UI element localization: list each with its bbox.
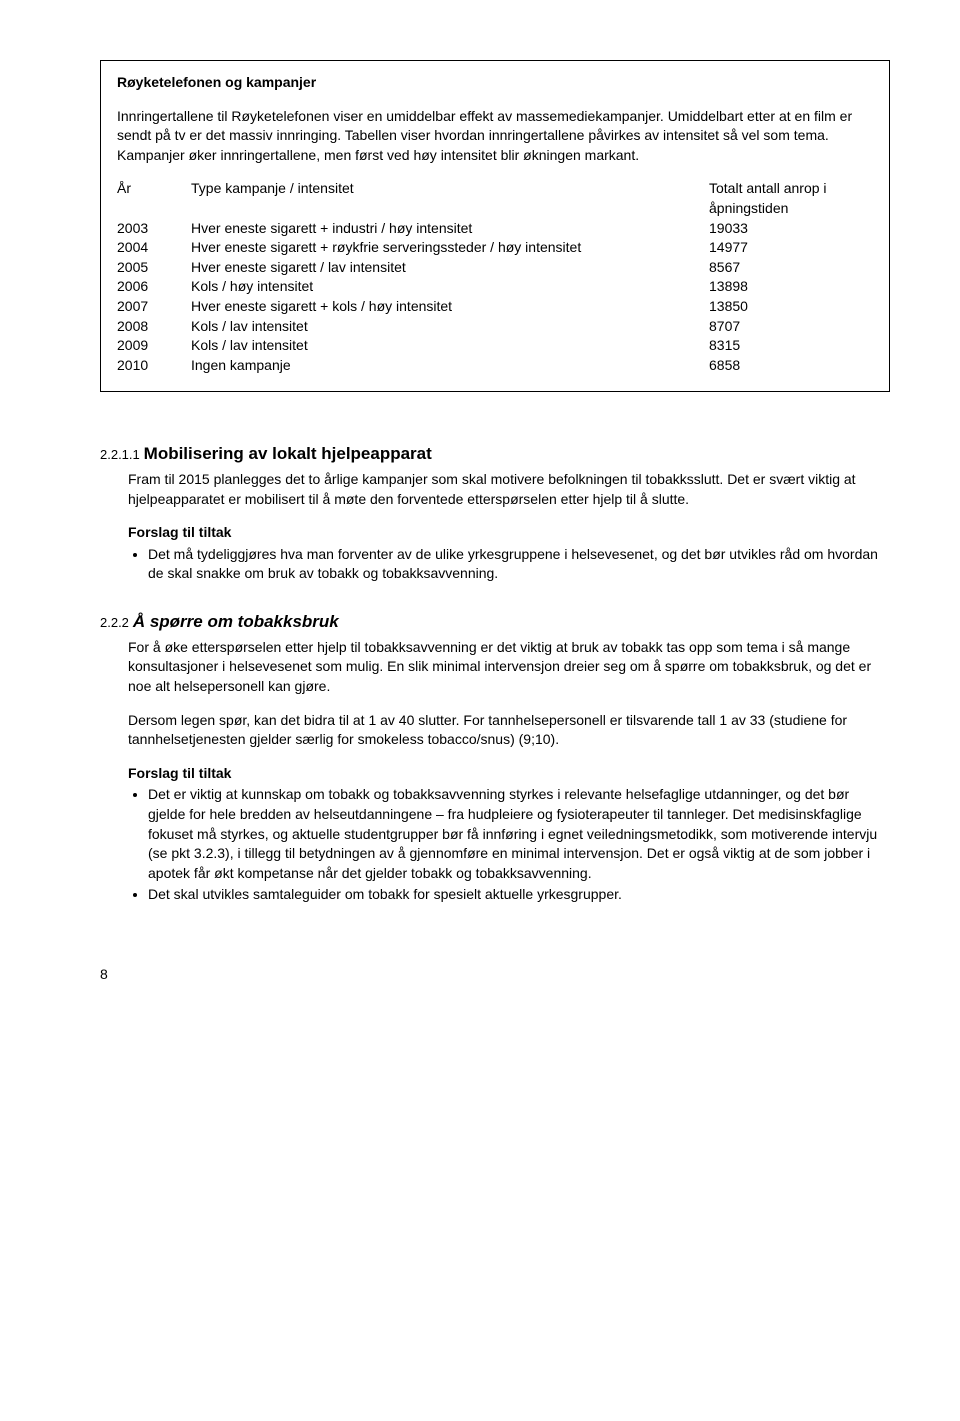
forslag-heading: Forslag til tiltak [128, 764, 890, 784]
cell-type: Hver eneste sigarett + kols / høy intens… [191, 297, 709, 317]
th-total: Totalt antall anrop i åpningstiden [709, 179, 873, 218]
table-row: 2004 Hver eneste sigarett + røykfrie ser… [117, 238, 873, 258]
cell-type: Ingen kampanje [191, 356, 709, 376]
section-2-2-2: 2.2.2 Å spørre om tobakksbruk For å øke … [100, 610, 890, 905]
bullet-list: Det må tydeliggjøres hva man forventer a… [128, 545, 890, 584]
section-heading: Mobilisering av lokalt hjelpeapparat [144, 444, 432, 463]
forslag-heading: Forslag til tiltak [128, 523, 890, 543]
cell-year: 2004 [117, 238, 191, 258]
section-paragraph: For å øke etterspørselen etter hjelp til… [128, 638, 890, 697]
section-paragraph: Dersom legen spør, kan det bidra til at … [128, 711, 890, 750]
cell-year: 2009 [117, 336, 191, 356]
table-row: 2005 Hver eneste sigarett / lav intensit… [117, 258, 873, 278]
table-row: 2008 Kols / lav intensitet 8707 [117, 317, 873, 337]
cell-total: 19033 [709, 219, 873, 239]
list-item: Det er viktig at kunnskap om tobakk og t… [148, 785, 890, 883]
table-row: 2007 Hver eneste sigarett + kols / høy i… [117, 297, 873, 317]
cell-total: 13898 [709, 277, 873, 297]
cell-type: Hver eneste sigarett / lav intensitet [191, 258, 709, 278]
cell-year: 2006 [117, 277, 191, 297]
cell-year: 2003 [117, 219, 191, 239]
cell-total: 6858 [709, 356, 873, 376]
cell-total: 8707 [709, 317, 873, 337]
info-box: Røyketelefonen og kampanjer Innringertal… [100, 60, 890, 392]
th-type: Type kampanje / intensitet [191, 179, 709, 218]
page-number: 8 [100, 965, 890, 985]
cell-type: Kols / høy intensitet [191, 277, 709, 297]
table-row: 2006 Kols / høy intensitet 13898 [117, 277, 873, 297]
list-item: Det skal utvikles samtaleguider om tobak… [148, 885, 890, 905]
list-item: Det må tydeliggjøres hva man forventer a… [148, 545, 890, 584]
cell-type: Hver eneste sigarett + røykfrie serverin… [191, 238, 709, 258]
cell-total: 13850 [709, 297, 873, 317]
campaign-table: År Type kampanje / intensitet Totalt ant… [117, 179, 873, 375]
box-intro: Innringertallene til Røyketelefonen vise… [117, 107, 873, 166]
cell-year: 2007 [117, 297, 191, 317]
cell-total: 8315 [709, 336, 873, 356]
section-paragraph: Fram til 2015 planlegges det to årlige k… [128, 470, 890, 509]
bullet-list: Det er viktig at kunnskap om tobakk og t… [128, 785, 890, 905]
table-row: 2009 Kols / lav intensitet 8315 [117, 336, 873, 356]
cell-type: Hver eneste sigarett + industri / høy in… [191, 219, 709, 239]
cell-year: 2008 [117, 317, 191, 337]
cell-year: 2010 [117, 356, 191, 376]
cell-type: Kols / lav intensitet [191, 336, 709, 356]
cell-total: 8567 [709, 258, 873, 278]
table-row: 2010 Ingen kampanje 6858 [117, 356, 873, 376]
cell-type: Kols / lav intensitet [191, 317, 709, 337]
table-header-row: År Type kampanje / intensitet Totalt ant… [117, 179, 873, 218]
box-title: Røyketelefonen og kampanjer [117, 73, 873, 93]
section-number: 2.2.2 [100, 615, 129, 630]
section-heading: Å spørre om tobakksbruk [133, 612, 339, 631]
section-2-2-1-1: 2.2.1.1 Mobilisering av lokalt hjelpeapp… [100, 442, 890, 584]
cell-total: 14977 [709, 238, 873, 258]
cell-year: 2005 [117, 258, 191, 278]
table-row: 2003 Hver eneste sigarett + industri / h… [117, 219, 873, 239]
section-number: 2.2.1.1 [100, 447, 140, 462]
th-year: År [117, 179, 191, 218]
